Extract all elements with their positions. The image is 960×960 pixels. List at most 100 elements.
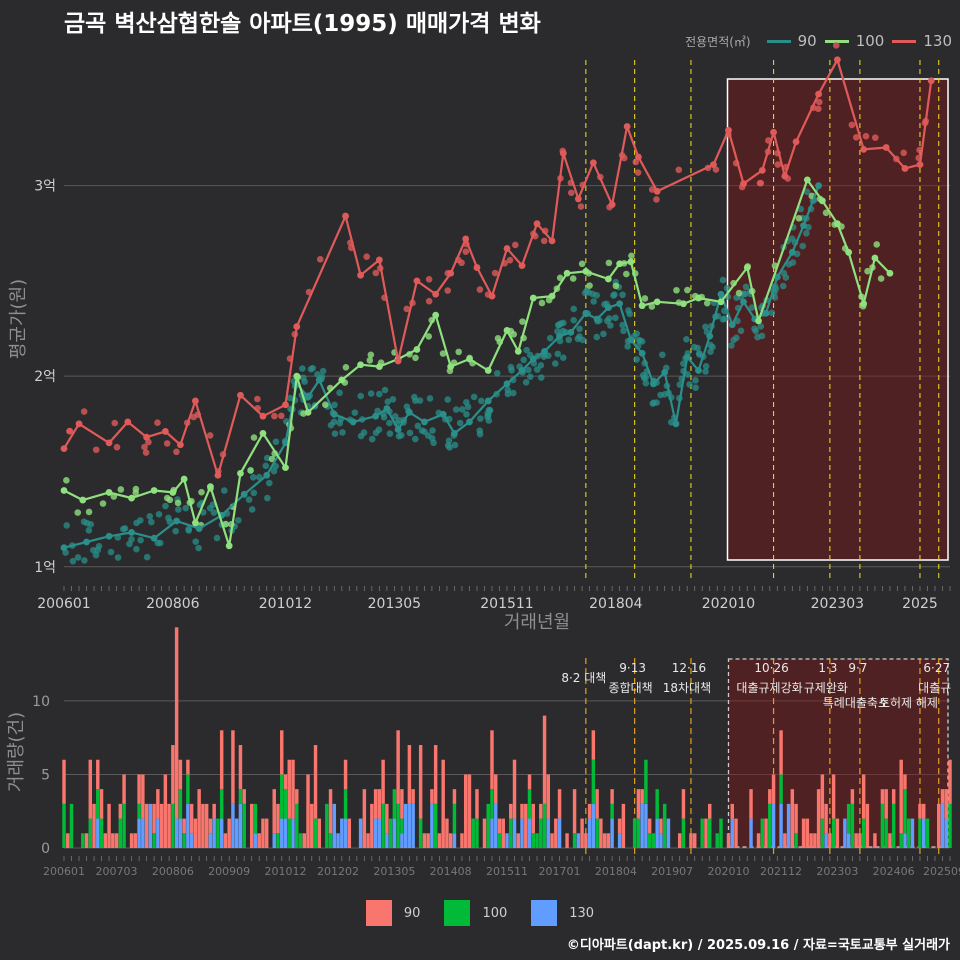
deal-point-90: [650, 399, 657, 407]
volume-bar-90: [805, 818, 810, 848]
deal-point-90: [336, 389, 343, 397]
volume-bar-90: [231, 730, 235, 804]
series-point-100: [871, 254, 879, 262]
volume-bar-90: [242, 789, 246, 804]
volume-bar-100: [137, 803, 141, 819]
deal-point-100: [85, 508, 93, 516]
deal-point-130: [476, 286, 484, 293]
volume-bar-100: [152, 833, 156, 848]
volume-bar-100: [295, 803, 299, 848]
series-point-90: [240, 490, 248, 498]
deal-point-90: [590, 298, 597, 305]
volume-bar-100: [186, 774, 190, 804]
deal-point-130: [163, 440, 171, 447]
series-point-90: [150, 534, 158, 542]
volume-bar-130: [921, 818, 926, 848]
x-tick-label: 201012: [259, 596, 312, 612]
deal-point-90: [368, 435, 376, 443]
deal-point-130: [540, 237, 548, 245]
deal-point-100: [425, 333, 433, 340]
deal-point-90: [272, 438, 280, 446]
volume-bar-90: [189, 803, 194, 834]
deal-point-130: [506, 256, 514, 264]
deal-point-90: [245, 496, 253, 503]
volume-bar-90: [107, 803, 111, 848]
volume-bar-130: [659, 833, 663, 848]
deal-point-90: [87, 521, 95, 528]
series-line-130: [63, 58, 933, 477]
deal-point-100: [578, 260, 586, 268]
series-point-130: [901, 165, 909, 172]
series-point-130: [634, 153, 642, 161]
volume-bar-130: [749, 818, 753, 848]
volume-bar-100: [880, 803, 885, 848]
deal-point-90: [554, 350, 562, 358]
volume-bar-90: [621, 803, 626, 848]
deal-point-90: [265, 479, 273, 487]
series-point-130: [653, 187, 661, 195]
deal-point-90: [485, 417, 493, 424]
volume-bar-100: [542, 803, 547, 848]
volume-bar-130: [430, 803, 434, 848]
series-point-130: [259, 412, 267, 420]
deal-point-90: [509, 389, 517, 397]
deal-point-100: [795, 214, 803, 222]
series-line-90: [63, 185, 820, 549]
deal-point-90: [172, 527, 179, 535]
volume-bar-90: [103, 833, 108, 848]
deal-point-90: [537, 361, 545, 369]
deal-point-90: [428, 434, 436, 442]
volume-bar-90: [813, 833, 817, 848]
volume-bar-100: [325, 803, 329, 848]
deal-point-130: [92, 446, 100, 454]
volume-bar-100: [539, 818, 543, 848]
series-point-130: [375, 256, 383, 264]
series-point-130: [293, 323, 301, 331]
deal-point-90: [406, 429, 414, 437]
volume-bar-90: [768, 789, 772, 804]
volume-bar-130: [910, 818, 915, 848]
deal-point-90: [737, 327, 745, 335]
deal-point-90: [476, 427, 483, 434]
series-point-90: [503, 380, 511, 388]
volume-bar-100: [591, 759, 596, 804]
volume-bar-90: [828, 833, 832, 848]
volume-bar-90: [381, 759, 385, 804]
series-point-100: [432, 311, 440, 319]
deal-point-100: [648, 303, 656, 310]
volume-bar-90: [873, 833, 877, 848]
deal-point-90: [728, 342, 735, 349]
volume-bar-130: [96, 818, 100, 848]
volume-bar-90: [918, 803, 922, 819]
series-point-90: [706, 332, 714, 340]
volume-bar-130: [358, 818, 363, 848]
volume-bar-90: [899, 759, 903, 834]
x-tick-label: 201804: [589, 596, 643, 612]
volume-bar-130: [156, 818, 160, 848]
legend-label-100: 100: [855, 32, 885, 50]
volume-bar-100: [433, 803, 438, 848]
volume-bar-130: [640, 803, 644, 848]
deal-point-100: [612, 282, 620, 290]
deal-point-100: [822, 209, 830, 217]
volume-bar-100: [475, 818, 479, 848]
deal-point-90: [319, 367, 327, 375]
volume-bar-130: [610, 818, 614, 848]
deal-point-90: [155, 511, 163, 518]
volume-bar-130: [178, 818, 183, 848]
volume-bar-100: [651, 833, 656, 848]
volume-bar-90: [542, 715, 547, 804]
deal-point-90: [633, 356, 640, 363]
volume-bar-90: [156, 789, 160, 819]
volume-bar-90: [174, 627, 179, 819]
series-point-90: [421, 418, 428, 426]
deal-point-100: [703, 299, 711, 307]
volume-bar-90: [771, 774, 776, 804]
series-point-130: [161, 428, 169, 435]
deal-point-130: [425, 276, 433, 283]
volume-bar-130: [644, 803, 648, 848]
volume-bar-90: [118, 803, 123, 819]
series-point-130: [559, 149, 567, 157]
deal-point-90: [799, 242, 807, 250]
volume-bar-90: [280, 730, 284, 775]
